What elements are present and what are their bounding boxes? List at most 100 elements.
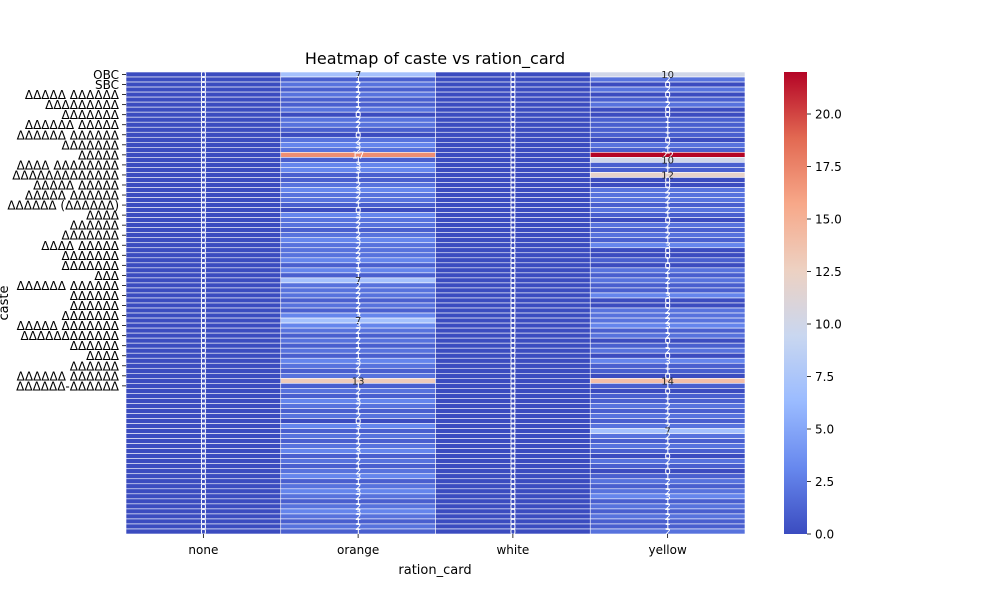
cell-annotation: 0 (200, 522, 206, 533)
colorbar-tick-label: 15.0 (815, 213, 842, 227)
cell-annotation: 0 (200, 286, 206, 297)
heatmap-cells (125, 71, 746, 535)
cell-annotation: 2 (355, 80, 361, 91)
cell-annotation: 0 (200, 507, 206, 518)
cell-annotation: 0 (200, 427, 206, 438)
cell-annotation: 0 (200, 361, 206, 372)
cell-annotation: 2 (355, 90, 361, 101)
cell-annotation: 0 (510, 155, 516, 166)
cell-annotation: 0 (200, 417, 206, 428)
cell-annotation: 0 (510, 281, 516, 292)
cell-annotation: 0 (200, 266, 206, 277)
cell-annotation: 22 (661, 150, 674, 161)
cell-annotation: 0 (510, 261, 516, 272)
cell-annotation: 2 (355, 105, 361, 116)
cell-annotation: 1 (664, 286, 670, 297)
x-tick-label: yellow (648, 543, 686, 557)
cell-annotation: 0 (664, 110, 670, 121)
cell-annotation: 3 (355, 256, 361, 267)
cell-annotation: 0 (200, 396, 206, 407)
cell-annotation: 0 (510, 306, 516, 317)
cell-annotation: 2 (664, 477, 670, 488)
cell-annotation: 0 (510, 462, 516, 473)
cell-annotation: 2 (664, 487, 670, 498)
cell-annotation: 0 (355, 130, 361, 141)
cell-annotation: 1 (664, 115, 670, 126)
colorbar (784, 72, 807, 534)
y-tick-label: ᐃᐃᐃᐃᐃᐃᐃ (62, 249, 120, 263)
cell-annotation: 2 (355, 145, 361, 156)
cell-annotation: 1 (664, 120, 670, 131)
cell-annotation: 0 (200, 437, 206, 448)
cell-annotation: 0 (200, 477, 206, 488)
cell-annotation: 1 (355, 296, 361, 307)
cell-annotation: 0 (200, 130, 206, 141)
cell-annotation: 0 (200, 281, 206, 292)
y-tick-label: ᐃᐃᐃᐃᐃᐃ (70, 289, 120, 303)
y-tick-label: ᐃᐃᐃᐃᐃᐃ (ᐃᐃᐃᐃᐃᐃ) (7, 199, 119, 213)
cell-annotation: 0 (510, 226, 516, 237)
cell-annotation: 0 (510, 437, 516, 448)
cell-annotation: 0 (200, 422, 206, 433)
cell-annotation: 2 (355, 371, 361, 382)
cell-annotation: 0 (200, 411, 206, 422)
cell-annotation: 1 (355, 75, 361, 86)
cell-annotation: 10 (661, 70, 674, 81)
cell-annotation: 0 (200, 512, 206, 523)
cell-annotation: 0 (200, 346, 206, 357)
cell-annotation: 0 (510, 442, 516, 453)
cell-annotation: 0 (510, 125, 516, 136)
cell-annotation: 0 (200, 120, 206, 131)
cell-annotation: 2 (355, 336, 361, 347)
cell-annotation: 0 (510, 95, 516, 106)
cell-annotation: 2 (355, 216, 361, 227)
cell-annotation: 0 (355, 110, 361, 121)
cell-annotation: 0 (510, 100, 516, 111)
cell-annotation: 0 (664, 371, 670, 382)
cell-annotation: 0 (664, 467, 670, 478)
chart-title: Heatmap of caste vs ration_card (305, 49, 565, 69)
cell-annotation: 0 (200, 351, 206, 362)
cell-annotation: 0 (200, 366, 206, 377)
cell-annotation: 2 (355, 196, 361, 207)
cell-annotation: 2 (664, 306, 670, 317)
cell-annotation: 0 (510, 175, 516, 186)
cell-annotation: 0 (664, 261, 670, 272)
cell-annotation: 1 (664, 201, 670, 212)
cell-annotation: 2 (355, 231, 361, 242)
cell-annotation: 2 (664, 196, 670, 207)
cell-annotation: 0 (200, 487, 206, 498)
cell-annotation: 0 (200, 291, 206, 302)
cell-annotation: 1 (355, 406, 361, 417)
cell-annotation: 0 (510, 487, 516, 498)
cell-annotation: 3 (355, 487, 361, 498)
cell-annotation: 0 (510, 356, 516, 367)
cell-annotation: 0 (510, 180, 516, 191)
cell-annotation: 0 (510, 276, 516, 287)
cell-annotation: 0 (200, 311, 206, 322)
cell-annotation: 2 (664, 140, 670, 151)
cell-annotation: 0 (510, 346, 516, 357)
cell-annotation: 1 (355, 95, 361, 106)
cell-annotation: 0 (200, 381, 206, 392)
cell-annotation: 0 (510, 296, 516, 307)
cell-annotation: 2 (355, 120, 361, 131)
cell-annotation: 0 (510, 522, 516, 533)
colorbar-tick-label: 20.0 (815, 108, 842, 122)
cell-annotation: 0 (510, 492, 516, 503)
cell-annotation: 1 (355, 100, 361, 111)
cell-annotation: 0 (510, 85, 516, 96)
cell-annotation: 2 (355, 492, 361, 503)
cell-annotation: 2 (664, 527, 670, 538)
cell-annotation: 0 (200, 432, 206, 443)
cell-annotation: 0 (664, 452, 670, 463)
cell-annotation: 2 (355, 246, 361, 257)
cell-annotation: 0 (510, 221, 516, 232)
cell-annotation: 2 (664, 266, 670, 277)
cell-annotation: 0 (510, 291, 516, 302)
cell-annotation: 3 (355, 321, 361, 332)
y-tick-label: ᐃᐃᐃᐃᐃᐃ (70, 219, 120, 233)
x-tick-label: white (496, 543, 529, 557)
cell-annotation: 0 (200, 191, 206, 202)
